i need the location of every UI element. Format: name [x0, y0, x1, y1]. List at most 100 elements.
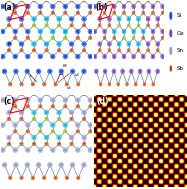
Circle shape — [20, 92, 23, 95]
Circle shape — [59, 69, 63, 73]
Circle shape — [39, 130, 42, 133]
Circle shape — [94, 29, 96, 33]
Circle shape — [38, 5, 42, 9]
Circle shape — [13, 148, 17, 152]
Circle shape — [98, 17, 101, 21]
Circle shape — [20, 136, 23, 139]
Circle shape — [45, 49, 48, 52]
Circle shape — [122, 5, 125, 9]
Circle shape — [118, 0, 120, 2]
Circle shape — [170, 66, 171, 71]
Circle shape — [32, 83, 34, 86]
Circle shape — [45, 111, 48, 115]
Circle shape — [76, 29, 80, 33]
Circle shape — [20, 49, 23, 52]
Circle shape — [70, 143, 73, 145]
Circle shape — [117, 83, 119, 86]
Circle shape — [13, 123, 17, 127]
Circle shape — [71, 69, 74, 73]
Circle shape — [33, 24, 35, 26]
Circle shape — [151, 29, 154, 33]
Circle shape — [7, 17, 11, 21]
Circle shape — [161, 55, 164, 58]
Circle shape — [64, 130, 67, 133]
Circle shape — [122, 29, 125, 33]
Circle shape — [54, 177, 57, 179]
Circle shape — [33, 0, 35, 2]
Circle shape — [51, 123, 55, 127]
Circle shape — [82, 42, 86, 46]
Circle shape — [1, 5, 5, 9]
Circle shape — [27, 36, 29, 39]
Circle shape — [83, 24, 85, 26]
Circle shape — [70, 0, 73, 2]
Circle shape — [99, 0, 101, 2]
Circle shape — [64, 12, 67, 14]
Text: (a): (a) — [4, 3, 16, 12]
Circle shape — [33, 49, 35, 52]
Circle shape — [99, 24, 101, 26]
Circle shape — [58, 24, 60, 26]
Circle shape — [64, 105, 67, 108]
Circle shape — [8, 118, 10, 120]
Circle shape — [121, 69, 124, 73]
Circle shape — [83, 143, 85, 145]
Text: t: t — [30, 74, 31, 78]
Circle shape — [104, 36, 105, 39]
Circle shape — [147, 24, 149, 26]
Text: $d_1$: $d_1$ — [66, 84, 72, 91]
Circle shape — [39, 36, 42, 39]
Circle shape — [51, 29, 55, 33]
Circle shape — [76, 98, 80, 102]
Text: Ge: Ge — [177, 31, 184, 36]
Circle shape — [151, 55, 154, 58]
Circle shape — [48, 69, 52, 73]
Circle shape — [104, 12, 105, 14]
Circle shape — [157, 0, 159, 2]
Circle shape — [132, 5, 135, 9]
Circle shape — [113, 12, 115, 14]
Circle shape — [20, 143, 23, 145]
Circle shape — [76, 55, 80, 58]
Circle shape — [13, 29, 17, 33]
Circle shape — [20, 0, 23, 2]
Circle shape — [63, 55, 67, 58]
Circle shape — [58, 0, 60, 2]
Circle shape — [57, 136, 61, 139]
Text: (c): (c) — [4, 97, 15, 106]
Circle shape — [20, 17, 23, 21]
Circle shape — [161, 29, 164, 33]
Circle shape — [26, 98, 30, 102]
Text: $\theta_1$: $\theta_1$ — [7, 40, 13, 48]
Circle shape — [33, 143, 35, 145]
Circle shape — [88, 55, 92, 58]
Circle shape — [152, 83, 154, 86]
Circle shape — [52, 12, 54, 14]
Circle shape — [8, 143, 10, 145]
Circle shape — [127, 42, 130, 46]
Circle shape — [45, 17, 48, 21]
Circle shape — [14, 105, 16, 108]
Circle shape — [70, 17, 73, 21]
Circle shape — [32, 177, 34, 179]
Text: $d_2$: $d_2$ — [74, 72, 80, 80]
Circle shape — [9, 83, 12, 86]
Circle shape — [8, 49, 10, 52]
Circle shape — [70, 118, 73, 120]
Circle shape — [20, 42, 23, 46]
Circle shape — [7, 111, 11, 115]
Circle shape — [3, 163, 7, 167]
Circle shape — [7, 136, 11, 139]
Circle shape — [14, 69, 18, 73]
Circle shape — [13, 98, 17, 102]
Circle shape — [39, 12, 42, 14]
Circle shape — [37, 163, 40, 167]
Circle shape — [48, 163, 52, 167]
Circle shape — [26, 29, 30, 33]
Circle shape — [147, 49, 149, 52]
Circle shape — [108, 42, 111, 46]
Circle shape — [39, 105, 42, 108]
Circle shape — [38, 29, 42, 33]
Circle shape — [147, 0, 149, 2]
Circle shape — [26, 5, 30, 9]
